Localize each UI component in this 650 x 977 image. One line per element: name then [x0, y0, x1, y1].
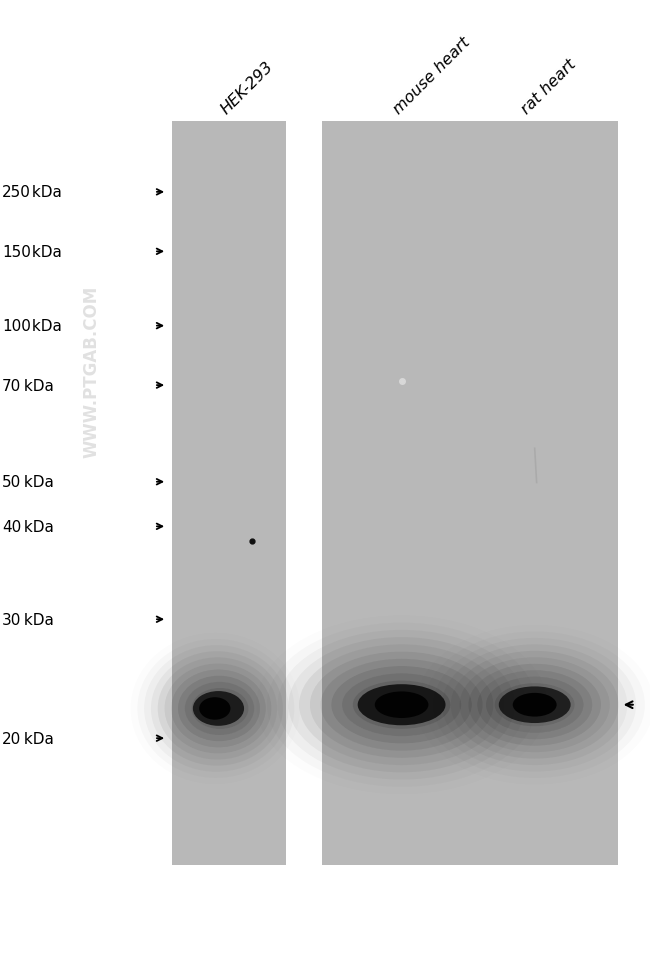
Ellipse shape [164, 663, 272, 753]
Bar [322, 122, 618, 865]
Ellipse shape [332, 666, 472, 743]
Ellipse shape [299, 645, 504, 765]
Ellipse shape [375, 692, 428, 718]
Ellipse shape [358, 685, 445, 726]
Ellipse shape [193, 692, 244, 726]
Text: 20: 20 [2, 731, 21, 745]
Ellipse shape [486, 677, 584, 733]
Text: kDa: kDa [19, 475, 54, 489]
Ellipse shape [451, 652, 619, 759]
Text: 70: 70 [2, 378, 21, 393]
Ellipse shape [353, 681, 450, 729]
Ellipse shape [171, 670, 266, 747]
Ellipse shape [310, 652, 493, 758]
Text: 40: 40 [2, 520, 21, 534]
Text: kDa: kDa [27, 186, 62, 200]
Text: kDa: kDa [19, 378, 54, 393]
Bar [172, 122, 286, 865]
Text: 250: 250 [2, 186, 31, 200]
Text: HEK-293: HEK-293 [218, 60, 277, 117]
Ellipse shape [199, 698, 231, 720]
Text: 100: 100 [2, 319, 31, 334]
Text: kDa: kDa [27, 244, 62, 260]
Ellipse shape [469, 664, 601, 745]
Text: WWW.PTGAB.COM: WWW.PTGAB.COM [82, 285, 100, 457]
Text: 30: 30 [2, 613, 21, 627]
Ellipse shape [158, 658, 277, 760]
Text: 150: 150 [2, 244, 31, 260]
Ellipse shape [192, 689, 248, 729]
Text: mouse heart: mouse heart [391, 35, 473, 117]
Ellipse shape [495, 684, 575, 727]
Ellipse shape [342, 673, 461, 737]
Ellipse shape [320, 659, 482, 751]
Text: kDa: kDa [19, 520, 54, 534]
Text: kDa: kDa [19, 731, 54, 745]
Ellipse shape [499, 687, 571, 723]
Ellipse shape [178, 676, 260, 742]
Ellipse shape [477, 670, 592, 740]
Ellipse shape [460, 658, 610, 752]
Text: rat heart: rat heart [518, 57, 578, 117]
Text: 50: 50 [2, 475, 21, 489]
Ellipse shape [185, 682, 254, 736]
Text: kDa: kDa [27, 319, 62, 334]
Ellipse shape [513, 693, 556, 717]
Text: kDa: kDa [19, 613, 54, 627]
